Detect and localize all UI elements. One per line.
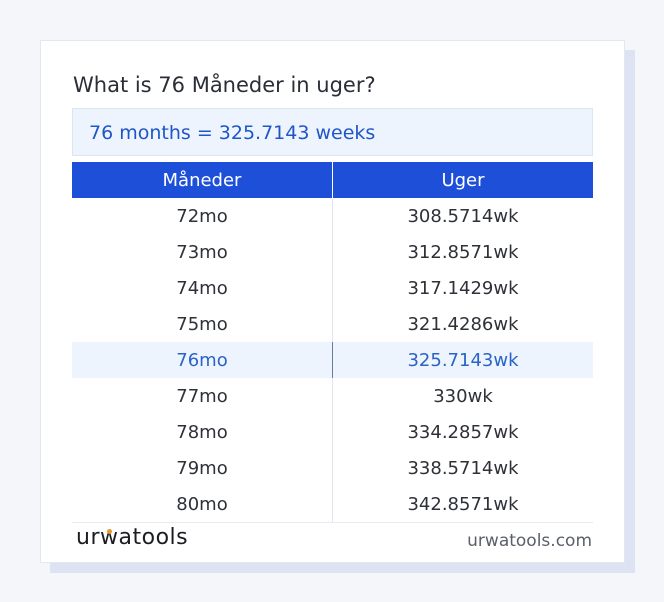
logo-text: w — [100, 525, 119, 550]
table-row: 73mo 312.8571wk — [72, 234, 593, 270]
weeks-cell: 334.2857wk — [332, 414, 593, 450]
weeks-cell: 342.8571wk — [332, 486, 593, 523]
site-link[interactable]: urwatools.com — [467, 531, 592, 551]
months-cell: 74mo — [72, 270, 333, 306]
weeks-cell: 321.4286wk — [332, 306, 593, 342]
months-cell: 78mo — [72, 414, 333, 450]
months-cell: 72mo — [72, 198, 333, 234]
conversion-result: 76 months = 325.7143 weeks — [72, 108, 593, 156]
table-row: 75mo 321.4286wk — [72, 306, 593, 342]
table-row-highlighted: 76mo 325.7143wk — [72, 342, 593, 378]
urwatools-logo[interactable]: ur watools — [76, 525, 188, 550]
table-row: 80mo 342.8571wk — [72, 486, 593, 523]
months-cell: 77mo — [72, 378, 333, 414]
logo-dot-icon — [107, 529, 113, 534]
column-header-weeks: Uger — [332, 162, 593, 198]
table-row: 72mo 308.5714wk — [72, 198, 593, 234]
weeks-cell: 312.8571wk — [332, 234, 593, 270]
table-row: 79mo 338.5714wk — [72, 450, 593, 486]
months-cell: 76mo — [72, 342, 333, 378]
months-cell: 75mo — [72, 306, 333, 342]
weeks-cell: 330wk — [332, 378, 593, 414]
table-row: 74mo 317.1429wk — [72, 270, 593, 306]
weeks-cell: 308.5714wk — [332, 198, 593, 234]
weeks-cell: 317.1429wk — [332, 270, 593, 306]
table-header-row: Måneder Uger — [72, 162, 593, 198]
column-header-months: Måneder — [72, 162, 333, 198]
months-cell: 73mo — [72, 234, 333, 270]
months-cell: 80mo — [72, 486, 333, 523]
logo-text: atools — [118, 525, 189, 550]
table-row: 77mo 330wk — [72, 378, 593, 414]
page-title: What is 76 Måneder in uger? — [73, 73, 376, 97]
weeks-cell: 338.5714wk — [332, 450, 593, 486]
table-row: 78mo 334.2857wk — [72, 414, 593, 450]
logo-text: ur — [76, 525, 100, 550]
conversion-table: Måneder Uger 72mo 308.5714wk 73mo 312.85… — [72, 162, 593, 523]
weeks-cell: 325.7143wk — [332, 342, 593, 378]
logo-mark: w — [100, 525, 119, 550]
converter-card: What is 76 Måneder in uger? 76 months = … — [40, 40, 625, 563]
months-cell: 79mo — [72, 450, 333, 486]
